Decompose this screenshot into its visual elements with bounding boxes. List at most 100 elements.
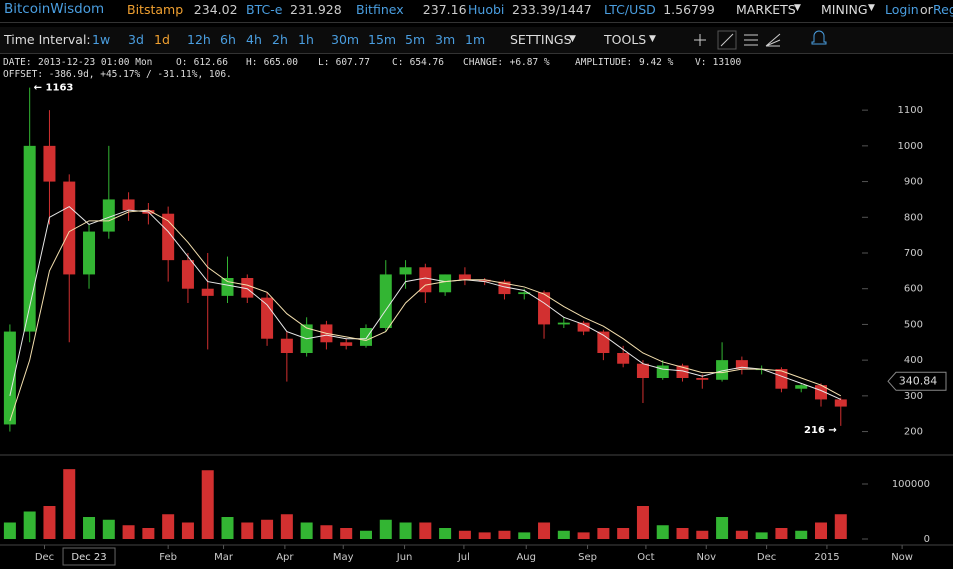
candle-body: [617, 353, 630, 364]
candle-body: [795, 385, 808, 389]
volume-bar: [419, 522, 432, 539]
volume-bar: [241, 522, 254, 539]
price-tag: [887, 371, 947, 391]
menu[interactable]: MARKETS: [736, 2, 796, 17]
interval-button[interactable]: 15m: [368, 32, 397, 47]
high-label: ← 1163: [34, 83, 74, 94]
line-tool-box[interactable]: [717, 30, 737, 50]
ticker-name[interactable]: Bitstamp: [127, 2, 184, 17]
ticker-price: 231.928: [290, 2, 342, 17]
interval-button[interactable]: 1w: [92, 32, 111, 47]
interval-button[interactable]: 2h: [272, 32, 288, 47]
y-tick-label: 400: [904, 355, 923, 366]
candle-body: [676, 365, 689, 378]
candle-body: [340, 342, 353, 346]
volume-bar: [439, 528, 452, 539]
x-tick-label: May: [333, 552, 354, 563]
x-tick-label: Jul: [457, 552, 470, 563]
volume-bar: [676, 528, 689, 539]
interval-button[interactable]: 1m: [465, 32, 486, 47]
menu-caret-1: ▼: [868, 3, 875, 13]
candle-body: [359, 328, 372, 346]
volume-bar: [597, 528, 610, 539]
toolbar-menu[interactable]: TOOLS: [604, 32, 647, 47]
info-key: H:: [246, 57, 258, 68]
volume-bar: [142, 528, 155, 539]
toolbar-menu[interactable]: SETTINGS: [510, 32, 572, 47]
volume-bar: [617, 528, 630, 539]
or-text: or: [920, 2, 933, 17]
interval-button[interactable]: 30m: [331, 32, 360, 47]
alert-tool[interactable]: [811, 30, 827, 45]
volume-bar: [320, 525, 333, 539]
interval-button[interactable]: 12h: [187, 32, 211, 47]
info-value: 2013-12-23 01:00 Mon: [38, 57, 153, 68]
interval-button[interactable]: 1h: [298, 32, 314, 47]
candle-body: [775, 369, 788, 389]
candle-body: [83, 231, 96, 275]
interval-button[interactable]: 3d: [128, 32, 144, 47]
volume-bar: [359, 530, 372, 539]
volume-bar: [458, 530, 471, 539]
ticker-price: 234.02: [193, 2, 238, 17]
candle-body: [280, 338, 293, 353]
y-tick-label: 900: [904, 177, 923, 188]
interval-button[interactable]: 3m: [435, 32, 456, 47]
volume-bar: [696, 530, 709, 539]
moving-average: [9, 209, 842, 422]
volume-bar: [63, 469, 76, 539]
interval-button[interactable]: 4h: [246, 32, 262, 47]
brand[interactable]: BitcoinWisdom: [4, 1, 105, 17]
y-tick-label: 800: [904, 212, 923, 223]
volume-bar: [379, 519, 392, 539]
menu-caret-0: ▼: [794, 3, 801, 13]
volume-bar: [300, 522, 313, 539]
volume-bar: [478, 532, 491, 539]
info-value: 665.00: [263, 57, 298, 68]
candle-body: [557, 322, 570, 325]
candle-body: [439, 274, 452, 293]
candle-body: [3, 331, 16, 425]
x-tick-label: Dec: [757, 552, 776, 563]
volume-bar: [834, 514, 847, 539]
x-tick-label: Now: [891, 552, 913, 563]
register-link[interactable]: Reg: [933, 2, 953, 17]
volume-bar: [3, 522, 16, 539]
volume-bar: [221, 517, 234, 539]
info-key: CHANGE:: [463, 57, 504, 68]
candle-body: [696, 378, 709, 380]
volume-bar: [102, 519, 115, 539]
candle-body: [43, 145, 56, 182]
interval-button[interactable]: 1d: [154, 32, 170, 47]
fib-tool[interactable]: [744, 34, 758, 46]
crosshair-tool[interactable]: [694, 34, 706, 46]
candle-body: [814, 385, 827, 400]
menu[interactable]: MINING: [821, 2, 868, 17]
x-tick-label: Feb: [159, 552, 177, 563]
candle-body: [577, 322, 590, 332]
volume-bar: [340, 528, 353, 539]
ticker-name[interactable]: LTC/USD: [604, 2, 656, 17]
candle-body: [735, 360, 748, 370]
y-tick-label: 1100: [898, 105, 923, 116]
x-tick-label: Jun: [396, 552, 413, 563]
interval-button[interactable]: 6h: [220, 32, 236, 47]
candle-body: [162, 213, 175, 261]
candle-body: [636, 363, 649, 378]
fan-tool[interactable]: [765, 33, 781, 47]
ticker-name[interactable]: BTC-e: [246, 2, 283, 17]
login-link[interactable]: Login: [885, 2, 919, 17]
interval-button[interactable]: 5m: [405, 32, 426, 47]
info-value: 612.66: [193, 57, 228, 68]
volume-bar: [43, 506, 56, 539]
candle-body: [399, 267, 412, 275]
ticker-name[interactable]: Bitfinex: [356, 2, 404, 17]
y-tick-label: 500: [904, 319, 923, 330]
x-tick-label: Oct: [637, 552, 654, 563]
line-tool[interactable]: [720, 33, 734, 47]
ticker-name[interactable]: Huobi: [468, 2, 505, 17]
y-tick-label: 600: [904, 284, 923, 295]
header-bar: [0, 0, 953, 23]
volume-tick-label: 0: [924, 534, 930, 545]
volume-bar: [636, 506, 649, 539]
